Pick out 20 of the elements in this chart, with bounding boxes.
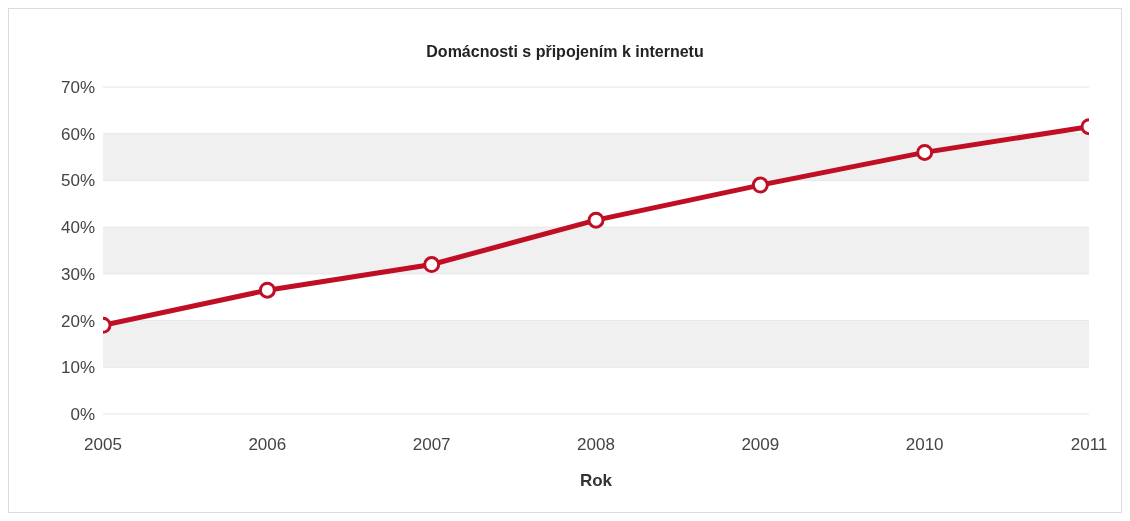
x-tick-label: 2005: [84, 435, 122, 455]
x-tick-label: 2011: [1070, 435, 1108, 455]
x-tick-label: 2010: [905, 435, 944, 455]
point: [423, 256, 441, 274]
y-tick-label: 60%: [60, 124, 95, 144]
point: [587, 211, 605, 229]
y-tick-label: 0%: [70, 405, 95, 425]
y-tick-label: 20%: [60, 311, 95, 331]
x-axis-title: Rok: [579, 471, 613, 490]
y-tick-label: 70%: [60, 78, 95, 98]
y-tick-label: 50%: [60, 171, 95, 191]
x-tick-label: 2007: [412, 435, 451, 455]
y-tick-label: 30%: [60, 264, 95, 284]
x-tick-label: 2009: [741, 435, 780, 455]
x-tick-label: 2008: [577, 435, 615, 455]
y-tick-label: 40%: [60, 218, 95, 238]
x-tick-label: 2006: [248, 435, 287, 455]
point: [751, 176, 769, 194]
chart-title: Domácnosti s připojením k internetu: [425, 42, 705, 62]
y-tick-label: 10%: [60, 358, 95, 378]
